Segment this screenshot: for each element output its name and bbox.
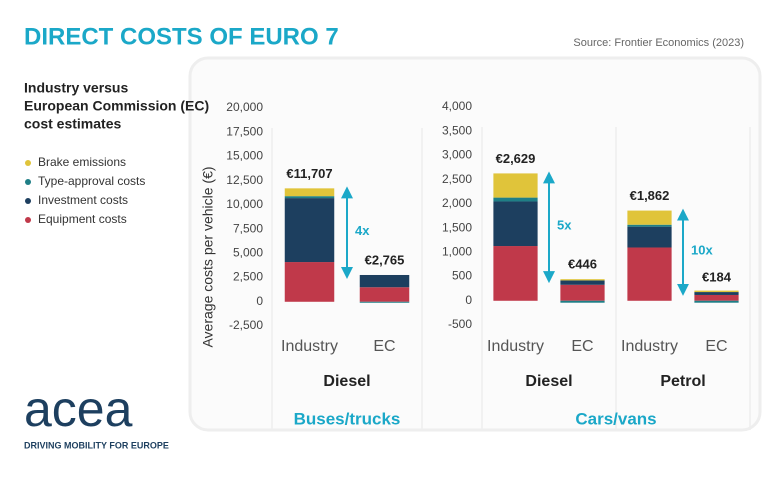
bar-segment (694, 294, 739, 301)
y-axis-label: Average costs per vehicle (€) (200, 166, 216, 347)
bar-segment (560, 279, 605, 281)
bar-segment (359, 301, 410, 303)
y-tick-label: 2,500 (233, 270, 263, 284)
total-label: €11,707 (286, 166, 332, 181)
bar-segment (493, 173, 538, 198)
title: DIRECT COSTS OF EURO 7 (24, 23, 339, 50)
bar-segment (284, 196, 335, 199)
bar-segment (284, 188, 335, 197)
x-tick-label: Industry (281, 338, 338, 355)
bar-segment (560, 300, 605, 303)
total-label: €1,862 (630, 188, 670, 203)
bar-segment (560, 284, 605, 301)
bar-segment (694, 300, 739, 303)
y-tick-label: 0 (465, 293, 472, 307)
legend-swatch (25, 179, 31, 185)
legend-swatch (25, 217, 31, 223)
bar-segment (627, 210, 672, 225)
bar-segment (694, 292, 739, 295)
y-tick-label: 20,000 (226, 100, 263, 114)
y-tick-label: -2,500 (229, 318, 263, 332)
x-tick-label: EC (705, 338, 727, 355)
section-label: Buses/trucks (294, 409, 401, 428)
subtitle: Industry versus (24, 80, 128, 96)
y-tick-label: 0 (256, 294, 263, 308)
bar-segment (359, 274, 410, 288)
bar-segment (284, 262, 335, 302)
y-tick-label: 3,500 (442, 123, 472, 137)
total-label: €184 (702, 269, 732, 284)
y-tick-label: 10,000 (226, 197, 263, 211)
bar-segment (627, 224, 672, 227)
bar-segment (627, 247, 672, 301)
legend-swatch (25, 160, 31, 166)
y-tick-label: 500 (452, 269, 472, 283)
bar-segment (560, 280, 605, 285)
x-tick-label: EC (571, 338, 593, 355)
total-label: €2,629 (496, 151, 536, 166)
legend-label: Investment costs (38, 193, 128, 207)
subtitle: cost estimates (24, 116, 121, 132)
ratio-label: 4x (355, 223, 370, 238)
group-label: Petrol (660, 373, 705, 390)
y-tick-label: 4,000 (442, 99, 472, 113)
bar-segment (627, 226, 672, 248)
x-tick-label: Industry (487, 338, 544, 355)
bar-segment (284, 198, 335, 263)
y-tick-label: 2,500 (442, 172, 472, 186)
y-tick-label: 5,000 (233, 246, 263, 260)
bar-segment (359, 287, 410, 302)
y-tick-label: 17,500 (226, 124, 263, 138)
ratio-label: 5x (557, 218, 572, 233)
x-tick-label: Industry (621, 338, 678, 355)
source: Source: Frontier Economics (2023) (573, 37, 744, 49)
y-tick-label: 1,500 (442, 220, 472, 234)
y-tick-label: 1,000 (442, 245, 472, 259)
bar-segment (493, 201, 538, 247)
y-tick-label: -500 (448, 317, 472, 331)
legend-label: Type-approval costs (38, 174, 145, 188)
y-tick-label: 7,500 (233, 221, 263, 235)
group-label: Diesel (323, 373, 370, 390)
logo-tagline: DRIVING MOBILITY FOR EUROPE (24, 440, 169, 450)
y-tick-label: 3,000 (442, 148, 472, 162)
bar-segment (694, 290, 739, 293)
ratio-label: 10x (691, 243, 713, 258)
group-label: Diesel (525, 373, 572, 390)
legend-label: Brake emissions (38, 155, 126, 169)
total-label: €2,765 (365, 252, 405, 267)
section-label: Cars/vans (575, 409, 656, 428)
bar-segment (493, 197, 538, 202)
y-tick-label: 2,000 (442, 196, 472, 210)
y-tick-label: 15,000 (226, 149, 263, 163)
subtitle: European Commission (EC) (24, 98, 209, 114)
bar-segment (493, 246, 538, 301)
legend-label: Equipment costs (38, 212, 127, 226)
y-tick-label: 12,500 (226, 173, 263, 187)
panel (188, 56, 762, 432)
legend-swatch (25, 198, 31, 204)
x-tick-label: EC (373, 338, 395, 355)
total-label: €446 (568, 257, 597, 272)
logo: acea (24, 381, 133, 437)
